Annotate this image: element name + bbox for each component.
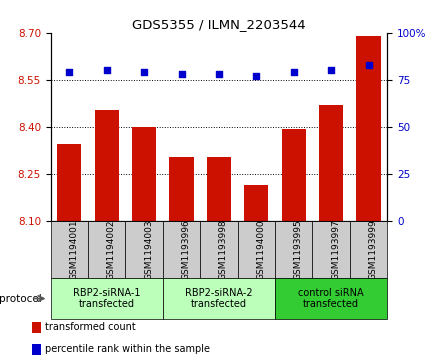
Bar (57, 144, 81, 221)
Text: GSM1194000: GSM1194000 (256, 219, 265, 280)
Point (178, 71, 185, 77)
Bar (88, 221, 125, 278)
Text: GSM1194003: GSM1194003 (144, 219, 153, 280)
Text: GSM1193999: GSM1193999 (368, 219, 378, 280)
Text: transformed count: transformed count (45, 322, 136, 333)
Bar (132, 127, 156, 221)
Text: control siRNA
transfected: control siRNA transfected (298, 288, 364, 309)
Text: percentile rank within the sample: percentile rank within the sample (45, 344, 210, 354)
Bar (51, 221, 88, 278)
Point (141, 69, 148, 75)
Text: protocol: protocol (0, 294, 42, 303)
Text: RBP2-siRNA-2
transfected: RBP2-siRNA-2 transfected (185, 288, 253, 309)
Text: GSM1193995: GSM1193995 (294, 219, 303, 280)
Point (253, 73, 260, 79)
Point (216, 71, 222, 77)
Text: GSM1193998: GSM1193998 (219, 219, 228, 280)
Point (66, 69, 73, 75)
Bar (275, 221, 312, 278)
Bar (275, 278, 387, 319)
Bar (95, 110, 119, 221)
Bar (244, 185, 268, 221)
Title: GDS5355 / ILMN_2203544: GDS5355 / ILMN_2203544 (132, 19, 306, 32)
Point (103, 68, 110, 73)
Bar (312, 221, 350, 278)
Bar (125, 221, 163, 278)
Bar (163, 278, 275, 319)
Point (327, 68, 335, 73)
Bar (350, 221, 387, 278)
Bar (319, 105, 343, 221)
Bar (207, 157, 231, 221)
Bar (51, 278, 163, 319)
Point (290, 69, 297, 75)
Bar (282, 129, 306, 221)
Bar (32, 344, 41, 355)
Bar (169, 157, 194, 221)
Bar (200, 221, 238, 278)
Bar (238, 221, 275, 278)
Text: RBP2-siRNA-1
transfected: RBP2-siRNA-1 transfected (73, 288, 140, 309)
Text: GSM1194001: GSM1194001 (70, 219, 78, 280)
Text: GSM1194002: GSM1194002 (107, 219, 116, 280)
Text: GSM1193997: GSM1193997 (331, 219, 340, 280)
Bar (32, 322, 41, 333)
Bar (163, 221, 200, 278)
Text: GSM1193996: GSM1193996 (181, 219, 191, 280)
Point (365, 62, 372, 68)
Bar (356, 36, 381, 221)
